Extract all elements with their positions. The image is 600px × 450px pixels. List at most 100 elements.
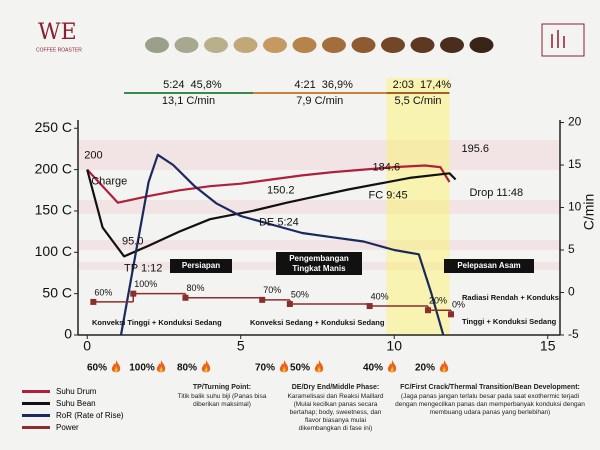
legend-label: RoR (Rate of Rise)	[56, 410, 124, 420]
series-line	[86, 164, 451, 204]
power-row-label: 20%	[415, 363, 435, 374]
legend-swatch	[22, 401, 50, 405]
power-label: 40%	[371, 291, 389, 301]
power-label: 20%	[429, 296, 447, 306]
power-marker	[259, 296, 266, 303]
legend-label: Suhu Drum	[56, 386, 97, 396]
power-label: 80%	[186, 283, 204, 293]
phase-ror: 7,9 C/min	[296, 95, 343, 107]
legend-swatch	[22, 413, 50, 417]
event-label: Charge	[91, 176, 127, 188]
legend-swatch	[22, 425, 50, 429]
power-marker	[182, 294, 189, 301]
x-tick-label: 15	[540, 338, 556, 354]
legend-item: Suhu Drum	[22, 385, 124, 397]
bean-icon	[263, 37, 287, 53]
bean-icon	[440, 37, 464, 53]
y2-tick-label: 20	[568, 115, 582, 129]
power-row-label: 40%	[363, 363, 383, 374]
power-row-label: 80%	[177, 363, 197, 374]
phase-duration: 5:24	[163, 79, 184, 91]
y2-tick-label: 15	[568, 157, 582, 171]
y-tick-label: 100 C	[35, 243, 72, 259]
legend: Suhu Drum Suhu Bean RoR (Rate of Rise) Powe…	[22, 385, 124, 433]
y-tick-label: 0	[64, 326, 72, 342]
heat-note: Konveksi Tinggi + Konduksi Sedang	[92, 318, 222, 327]
x-tick-label: 5	[237, 338, 245, 354]
power-marker	[366, 303, 373, 310]
badge	[541, 23, 585, 57]
bean-icon	[174, 37, 199, 53]
event-label: TP 1:12	[124, 262, 162, 274]
power-label: 70%	[263, 285, 281, 295]
logo: WE	[38, 20, 77, 45]
power-label: 0%	[452, 300, 465, 310]
bean-icon	[322, 37, 346, 53]
event-value: 95.0	[122, 235, 143, 247]
flame-icon	[314, 360, 324, 373]
legend-item: RoR (Rate of Rise)	[22, 409, 124, 421]
note: TP/Turning Point: Titik balik suhu biji (…	[172, 384, 272, 409]
power-row-label: 70%	[255, 363, 275, 374]
y-tick-label: 200 C	[35, 160, 72, 176]
note-text: Karamelisasi dan Reaksi Maillard (Mulai …	[287, 392, 384, 433]
bean-icon	[145, 37, 169, 53]
power-marker	[90, 298, 97, 305]
event-value: 195.6	[461, 143, 489, 155]
bean-icon	[410, 37, 435, 53]
phase-ratio: 36,9%	[322, 79, 353, 91]
power-marker	[286, 300, 293, 307]
event-label: DE 5:24	[259, 217, 299, 229]
phase-ror: 5,5 C/min	[394, 95, 441, 107]
event-label: Drop 11:48	[469, 187, 523, 199]
flame-icon	[201, 360, 211, 373]
note: DE/Dry End/Middle Phase: Karamelisasi dan…	[283, 384, 388, 433]
x-tick-label: 10	[386, 338, 402, 354]
power-row-label: 50%	[290, 363, 310, 374]
legend-label: Suhu Bean	[56, 398, 96, 408]
heat-note: Tinggi + Konduksi Sedang	[462, 317, 557, 326]
phase-ratio: 17,4%	[420, 79, 451, 91]
stripe	[78, 200, 560, 214]
x-tick-label: 0	[83, 338, 91, 354]
bean-icon	[381, 37, 405, 53]
y-tick-label: 50 C	[42, 284, 72, 300]
heat-note: Konveksi Sedang + Konduksi Sedang	[250, 318, 385, 327]
bean-icon	[292, 37, 317, 53]
bean-icon	[469, 37, 494, 53]
y2-tick-label: 0	[568, 285, 575, 299]
bean-icon	[233, 37, 258, 53]
phase-ratio: 45,8%	[191, 79, 222, 91]
phase-box: Persiapan	[170, 259, 232, 273]
stripe	[78, 240, 560, 250]
flame-icon	[111, 360, 121, 373]
note: FC/First Crack/Thermal Transition/Bean D…	[392, 384, 588, 417]
bean-icon	[351, 37, 376, 53]
development-band	[386, 78, 450, 335]
flame-icon	[387, 360, 397, 373]
event-value: 184.6	[373, 161, 401, 173]
series-line	[86, 169, 457, 258]
power-label: 60%	[94, 287, 112, 297]
heat-note: Radiasi Rendah + Konduksi	[462, 293, 561, 302]
decoration	[78, 37, 560, 335]
power-row-label: 100%	[129, 363, 155, 374]
y2-axis-title: C/min	[581, 194, 597, 231]
event-value: 150.2	[267, 185, 295, 197]
power-marker	[130, 290, 137, 297]
y2-tick-label: -5	[568, 327, 579, 341]
power-label: 100%	[134, 279, 157, 289]
event-label: FC 9:45	[369, 189, 408, 201]
phase-duration: 4:21	[294, 79, 315, 91]
phase-box: Pengembangan Tingkat Manis	[276, 252, 362, 276]
note-title: DE/Dry End/Middle Phase:	[291, 384, 380, 391]
y2-tick-label: 5	[568, 242, 575, 256]
flame-icon	[279, 360, 289, 373]
bean-icon	[204, 37, 228, 53]
note-title: TP/Turning Point:	[192, 384, 252, 391]
flame-icon	[156, 360, 166, 373]
flame-icon	[439, 360, 449, 373]
y-tick-label: 250 C	[35, 119, 72, 135]
